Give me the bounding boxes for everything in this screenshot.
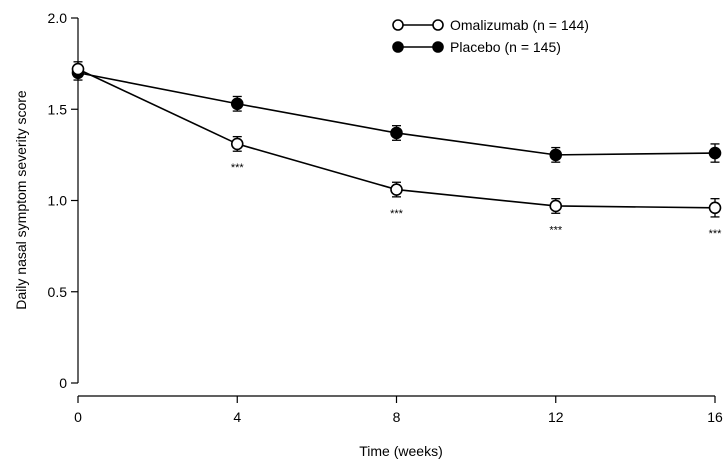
axes: 0 0.5 1.0 1.5 2.0 0 4 8 12 16	[48, 10, 723, 425]
y-tick-label: 1.5	[48, 101, 68, 117]
x-tick-label: 0	[74, 409, 82, 425]
significance-marker: ***	[549, 224, 563, 236]
x-tick-label: 12	[548, 409, 564, 425]
significance-marker: ***	[231, 162, 245, 174]
legend-marker	[432, 41, 444, 53]
data-point	[230, 97, 244, 111]
x-tick-label: 16	[707, 409, 723, 425]
series-1	[71, 64, 722, 163]
series-0	[71, 61, 722, 218]
x-axis-title: Time (weeks)	[359, 443, 443, 459]
x-tick-label: 4	[233, 409, 241, 425]
annotation-layer: *** *** *** ***	[231, 162, 722, 240]
legend-marker	[392, 41, 404, 53]
legend-label: Placebo (n = 145)	[450, 39, 561, 55]
legend-marker	[392, 19, 404, 31]
data-point	[390, 183, 403, 196]
data-point	[708, 201, 722, 215]
x-tick-label: 8	[393, 409, 401, 425]
y-tick-label: 2.0	[48, 10, 68, 26]
y-tick-label: 0.5	[48, 284, 68, 300]
legend-marker	[432, 19, 444, 31]
data-point	[708, 146, 722, 160]
legend: Omalizumab (n = 144) Placebo (n = 145)	[392, 17, 589, 55]
significance-marker: ***	[709, 228, 723, 240]
y-tick-label: 0	[59, 375, 67, 391]
legend-label: Omalizumab (n = 144)	[450, 17, 589, 33]
data-point	[71, 62, 85, 76]
significance-marker: ***	[390, 208, 404, 220]
series-layer	[71, 61, 722, 218]
legend-item: Omalizumab (n = 144)	[392, 17, 589, 33]
data-point	[549, 148, 563, 162]
y-tick-label: 1.0	[48, 193, 68, 209]
data-point	[230, 137, 244, 151]
data-point	[549, 199, 563, 213]
legend-item: Placebo (n = 145)	[392, 39, 561, 55]
y-axis-title: Daily nasal symptom severity score	[13, 90, 29, 310]
data-point	[390, 126, 403, 140]
